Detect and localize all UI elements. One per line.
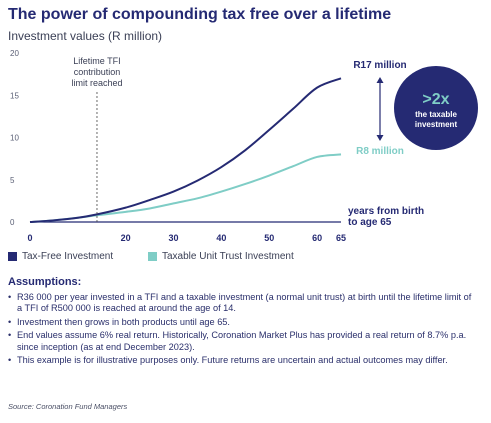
series-line-tfi — [29, 77, 342, 223]
x-tick-label: 50 — [264, 233, 274, 243]
legend-label-taxable: Taxable Unit Trust Investment — [162, 251, 294, 262]
legend-item-taxable: Taxable Unit Trust Investment — [148, 251, 294, 262]
legend-swatch-taxable — [148, 252, 157, 261]
legend-label-tfi: Tax-Free Investment — [22, 251, 114, 262]
badge-multiplier-text: >2x — [422, 91, 449, 108]
y-tick-label: 15 — [10, 91, 19, 100]
compounding-chart: 0 5 10 15 20 0 20 30 40 50 60 65 Lifetime TFIcontrib… — [10, 49, 478, 243]
assumption-item: Investment then grows in both products u… — [8, 317, 478, 329]
assumption-item: R36 000 per year invested in a TFI and a… — [8, 292, 478, 315]
y-tick-label: 0 — [10, 218, 15, 227]
x-tick-label: 60 — [312, 233, 322, 243]
legend-item-tfi: Tax-Free Investment — [8, 251, 113, 262]
assumption-item: This example is for illustrative purpose… — [8, 355, 478, 367]
x-axis-label: to age 65 — [348, 217, 392, 228]
series-line-taxable — [29, 153, 342, 223]
assumptions-heading: Assumptions: — [8, 276, 82, 288]
x-tick-label: 0 — [27, 233, 32, 243]
end-label-taxable: R8 million — [356, 146, 404, 157]
multiplier-badge — [394, 66, 478, 150]
x-tick-label: 40 — [216, 233, 226, 243]
contribution-label: Lifetime TFI — [73, 56, 120, 66]
chart-title: The power of compounding tax free over a… — [8, 6, 392, 23]
assumption-item: End values assume 6% real return. Histor… — [8, 330, 478, 353]
legend-swatch-tfi — [8, 252, 17, 261]
contribution-label: contribution — [74, 67, 121, 77]
badge-caption: investment — [415, 120, 458, 129]
x-tick-label: 20 — [121, 233, 131, 243]
x-axis-label: years from birth — [348, 206, 424, 217]
y-tick-label: 5 — [10, 176, 15, 185]
y-tick-label: 20 — [10, 49, 19, 58]
difference-arrow-head-up — [376, 77, 384, 83]
end-label-tfi: R17 million — [353, 60, 406, 71]
contribution-label: limit reached — [71, 78, 122, 88]
y-tick-label: 10 — [10, 134, 19, 143]
assumptions-list: R36 000 per year invested in a TFI and a… — [8, 292, 478, 368]
difference-arrow-head-down — [376, 135, 384, 141]
badge-caption: the taxable — [415, 110, 457, 119]
source-note: Source: Coronation Fund Managers — [8, 402, 128, 411]
chart-subtitle: Investment values (R million) — [8, 29, 163, 43]
x-tick-label: 30 — [169, 233, 179, 243]
x-tick-label: 65 — [336, 233, 346, 243]
